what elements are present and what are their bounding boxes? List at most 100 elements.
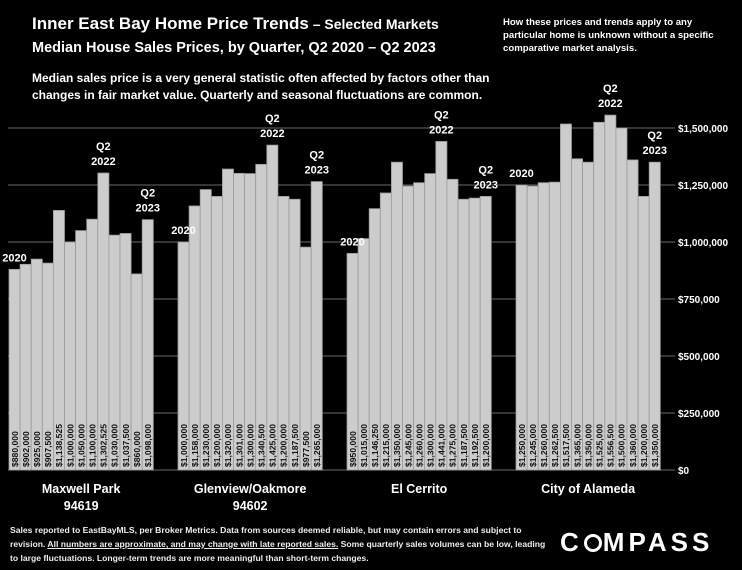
logo-o-icon [583,534,602,552]
bar-chart: $0 $250,000 $500,000 $750,000 $1,000,000 $1,2… [2,83,728,477]
bar-value-label: $1,187,500 [290,424,300,467]
bar-value-label: $1,200,000 [279,424,289,467]
bar [141,219,154,471]
bar-value-label: $1,340,500 [256,424,266,467]
bar-value-label: $1,275,000 [448,424,458,467]
bar-value-label: $1,500,000 [617,424,627,467]
bar-value-label: $907,500 [43,431,53,467]
bar-value-label: $1,000,000 [65,424,75,467]
bar-value-label: $1,441,000 [437,424,447,467]
bar-annotation: 2022 [598,98,622,110]
market-name-line2: 94602 [232,499,268,513]
bar-value-label: $1,187,500 [459,424,469,467]
chart-description: Median sales price is a very general sta… [32,71,490,102]
footer-text-underlined: All numbers are approximate, and may cha… [47,539,339,549]
bar-value-label: $1,146,250 [370,424,380,467]
bar-value-label: $1,015,000 [359,424,369,467]
bar-annotation: 2023 [474,179,498,191]
market-name-line1: City of Alameda [541,482,636,496]
bar [648,161,661,471]
footer-text-2: Some quarterly sales volumes can be low,… [10,539,546,563]
bar-annotation: Q2 [478,164,493,176]
bar-value-label: $880,000 [10,431,20,467]
bar [310,181,323,471]
bar-value-label: $1,200,000 [639,424,649,467]
chart-note: How these prices and trends apply to any… [503,17,714,54]
chart-title-suffix: – Selected Markets [308,16,439,32]
bar-value-label: $950,000 [348,431,358,467]
bar-annotation: Q2 [96,141,111,153]
bar [266,144,279,471]
bar-annotation: Q2 [265,113,280,125]
bar-value-label: $1,301,000 [234,424,244,467]
bar-value-label: $1,302,525 [99,424,109,467]
bar-value-label: $1,200,000 [212,424,222,467]
bar-value-label: $1,215,000 [381,424,391,467]
bar-value-label: $1,030,000 [110,424,120,467]
bar-annotation: 2022 [91,156,115,168]
bar-value-label: $925,000 [32,431,42,467]
bar-value-label: $1,260,000 [539,424,549,467]
bar-annotation: 2022 [429,124,453,136]
bar-value-label: $1,360,000 [628,424,638,467]
bar-value-label: $1,245,000 [528,424,538,467]
compass-logo: C MPASS [560,527,713,558]
bar [435,141,448,471]
bar [390,161,403,471]
y-tick-label: $750,000 [678,295,720,306]
bar-value-label: $1,230,000 [201,424,211,467]
y-tick-label: $1,000,000 [678,238,728,249]
bar-value-label: $1,098,000 [143,424,153,467]
bar-value-label: $1,100,000 [87,424,97,467]
logo-text-end: MPASS [602,527,714,557]
bar-annotation: Q2 [647,130,662,142]
market-name-line1: Glenview/Oakmore [193,482,307,496]
footer-text-1: Sales reported to EastBayMLS, per Broker… [10,525,522,549]
bar-annotation: Q2 [434,109,449,121]
bar-value-label: $1,158,000 [190,424,200,467]
bar [571,158,584,471]
bar [582,161,595,471]
bar-value-label: $902,000 [21,431,31,467]
bar-annotation: 2020 [509,168,533,180]
bar-value-label: $1,517,500 [561,424,571,467]
bar-annotation: 2022 [260,128,284,140]
bar-value-label: $1,350,000 [650,424,660,467]
bar-annotation: 2023 [136,203,160,215]
bar-annotation: 2020 [340,236,364,248]
bar-value-label: $1,265,000 [312,424,322,467]
market-name-line1: El Cerrito [391,482,448,496]
bar-value-label: $1,525,000 [594,424,604,467]
y-tick-label: $500,000 [678,352,720,363]
bar-annotation: Q2 [309,150,324,162]
bar-value-label: $1,300,000 [245,424,255,467]
bar-value-label: $860,000 [132,431,142,467]
bar-value-label: $1,350,000 [392,424,402,467]
bar [604,114,617,471]
bar-value-label: $977,500 [301,431,311,467]
logo-text-start: C [560,527,583,557]
bar-value-label: $1,138,525 [54,424,64,467]
y-tick-label: $1,500,000 [678,124,728,135]
bar-annotation: 2020 [171,225,195,237]
bar-value-label: $1,200,000 [481,424,491,467]
bar-value-label: $1,245,000 [403,424,413,467]
bar-annotation: 2020 [2,252,26,264]
market-name: El Cerrito [334,481,504,498]
market-name: City of Alameda [503,481,673,498]
market-name-line2: 94619 [63,499,99,513]
bar-annotation: Q2 [603,83,618,95]
y-tick-label: $0 [678,466,690,477]
bar-value-label: $1,300,000 [425,424,435,467]
chart-title-main: Inner East Bay Home Price Trends [32,14,309,33]
bar [560,123,572,471]
market-name: Maxwell Park 94619 [0,481,166,515]
bar-value-label: $1,037,500 [121,424,131,467]
bar [626,159,639,471]
bar [615,127,628,471]
bar-value-label: $1,262,500 [550,424,560,467]
y-tick-label: $250,000 [678,409,720,420]
bar-value-label: $1,192,500 [470,424,480,467]
bar [479,195,492,471]
bar-annotation: 2023 [643,145,667,157]
